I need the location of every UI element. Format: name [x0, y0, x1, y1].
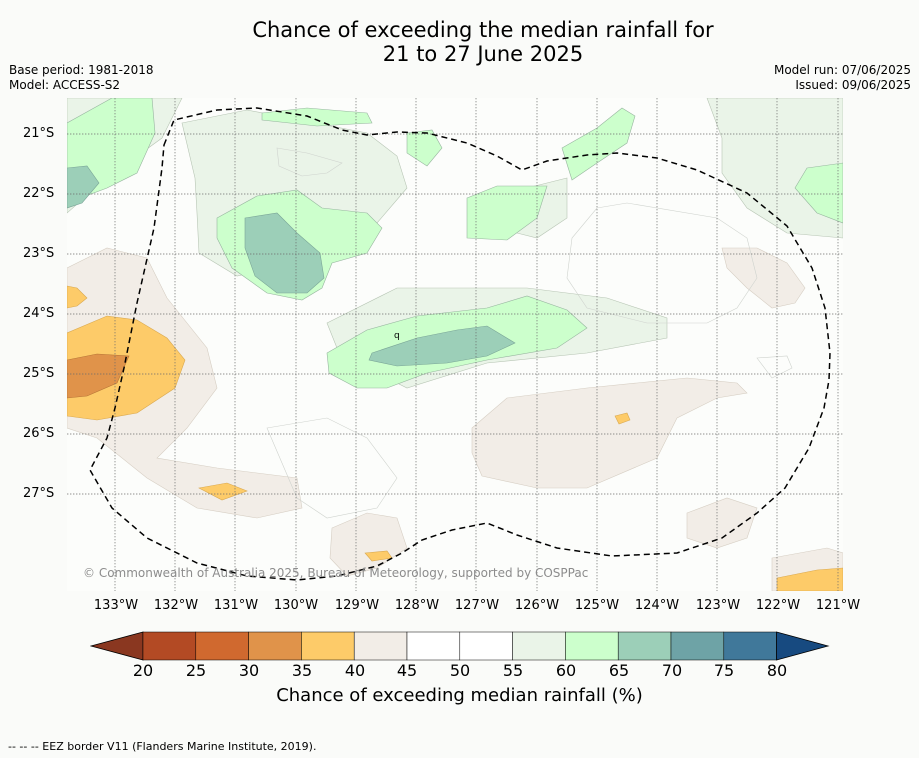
colorbar-cell	[406, 631, 461, 661]
colorbar-cell	[301, 631, 355, 661]
colorbar-over-arrow	[776, 631, 830, 661]
colorbar-cell	[723, 631, 777, 661]
model-run: Model run: 07/06/2025	[773, 63, 911, 77]
colorbar-tick: 50	[449, 661, 471, 680]
band-35-40	[67, 285, 843, 591]
meta-left: Base period: 1981-2018 Model: ACCESS-S2	[9, 63, 154, 93]
map-canvas: q © Commonwealth of Australia 2025, Bure…	[67, 98, 843, 591]
colorbar-cell	[670, 631, 725, 661]
lat-label-25s: 25°S	[23, 366, 55, 381]
colorbar-tick: 35	[291, 661, 313, 680]
lon-label-130w: 130°W	[273, 598, 319, 613]
lon-label-129w: 129°W	[334, 598, 380, 613]
gridlines	[67, 98, 843, 591]
colorbar-cell	[248, 631, 302, 661]
colorbar-cell	[142, 631, 197, 661]
issued-date: Issued: 09/06/2025	[795, 78, 911, 92]
band-65-70	[67, 165, 516, 367]
lon-label-131w: 131°W	[213, 598, 259, 613]
meta-right: Model run: 07/06/2025 Issued: 09/06/2025	[774, 63, 911, 93]
colorbar-cell	[459, 631, 513, 661]
lon-label-124w: 124°W	[634, 598, 680, 613]
colorbar-tick: 25	[185, 661, 207, 680]
colorbar-cell	[195, 631, 249, 661]
lon-label-121w: 121°W	[815, 598, 861, 613]
lon-label-126w: 126°W	[514, 598, 560, 613]
lat-label-22s: 22°S	[23, 186, 55, 201]
model-name: Model: ACCESS-S2	[9, 78, 121, 92]
lat-label-23s: 23°S	[23, 246, 55, 261]
colorbar-tick: 30	[238, 661, 260, 680]
copyright-text: © Commonwealth of Australia 2025, Bureau…	[83, 566, 588, 580]
lat-label-27s: 27°S	[23, 486, 55, 501]
title-line-1: Chance of exceeding the median rainfall …	[252, 18, 714, 42]
colorbar-under-arrow	[90, 631, 144, 661]
lon-label-127w: 127°W	[454, 598, 500, 613]
lon-label-133w: 133°W	[93, 598, 139, 613]
contour-lines	[266, 147, 793, 519]
colorbar-tick: 65	[608, 661, 630, 680]
lon-label-122w: 122°W	[755, 598, 801, 613]
colorbar	[90, 631, 830, 661]
map-marker: q	[394, 331, 400, 341]
colorbar-cell	[512, 631, 566, 661]
eez-border	[89, 107, 831, 581]
lat-label-26s: 26°S	[23, 426, 55, 441]
lon-label-123w: 123°W	[695, 598, 741, 613]
colorbar-tick: 20	[132, 661, 154, 680]
lon-label-132w: 132°W	[153, 598, 199, 613]
colorbar-tick: 80	[766, 661, 788, 680]
colorbar-label: Chance of exceeding median rainfall (%)	[276, 685, 643, 706]
map-title: Chance of exceeding the median rainfall …	[0, 18, 919, 66]
base-period: Base period: 1981-2018	[9, 63, 154, 77]
lon-label-128w: 128°W	[394, 598, 440, 613]
colorbar-cell	[617, 631, 672, 661]
colorbar-tick: 55	[502, 661, 524, 680]
colorbar-tick: 40	[344, 661, 366, 680]
eez-border-legend: -- -- -- EEZ border V11 (Flanders Marine…	[8, 740, 317, 753]
band-30-35	[67, 353, 130, 399]
colorbar-tick: 75	[713, 661, 735, 680]
lon-label-125w: 125°W	[574, 598, 620, 613]
colorbar-tick: 60	[555, 661, 577, 680]
colorbar-tick: 45	[396, 661, 418, 680]
lat-label-24s: 24°S	[23, 306, 55, 321]
colorbar-cells	[90, 631, 830, 661]
colorbar-tick: 70	[661, 661, 683, 680]
lat-label-21s: 21°S	[23, 126, 55, 141]
title-line-2: 21 to 27 June 2025	[382, 42, 584, 66]
colorbar-cell	[353, 631, 408, 661]
rainfall-map: q © Commonwealth of Australia 2025, Bure…	[67, 98, 843, 591]
colorbar-cell	[565, 631, 619, 661]
